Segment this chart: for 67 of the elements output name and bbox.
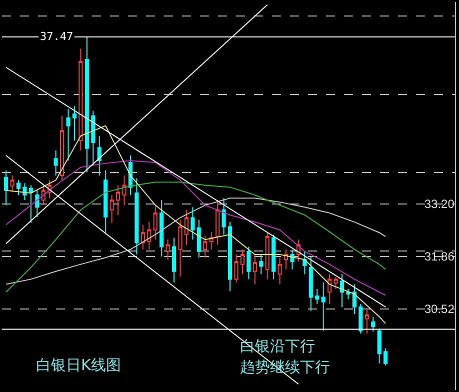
ref-line-label: 37.47 — [40, 30, 74, 43]
candlestick — [60, 115, 64, 181]
candlestick — [16, 180, 21, 196]
candlestick — [228, 222, 232, 292]
candlestick — [178, 219, 182, 277]
candlestick — [41, 184, 46, 206]
candlestick — [284, 248, 288, 270]
annotation: 白银日K线图 — [36, 356, 121, 374]
line-series — [6, 125, 386, 324]
candlestick — [346, 288, 350, 300]
candlestick — [364, 308, 369, 334]
candlestick — [352, 284, 356, 315]
candlestick — [196, 219, 201, 258]
candlestick — [116, 184, 120, 216]
candlestick — [54, 150, 58, 176]
candlestick — [172, 237, 176, 283]
candlestick — [134, 178, 139, 256]
candlestick — [377, 328, 382, 364]
candlestick — [147, 222, 152, 250]
candlestick — [66, 108, 70, 162]
candlestick — [110, 194, 114, 224]
line-series — [6, 182, 386, 293]
candlestick — [278, 257, 282, 285]
line-series — [6, 198, 386, 285]
candlestick — [128, 154, 132, 196]
candlestick — [104, 170, 108, 234]
candlestick — [203, 235, 208, 258]
candlestick — [35, 190, 40, 218]
candlestick — [384, 348, 388, 366]
candlestick — [97, 135, 102, 176]
candlestick — [272, 234, 276, 280]
candlestick — [265, 231, 270, 280]
y-tick-label: 30.52 — [424, 302, 455, 316]
candlestick — [22, 182, 27, 201]
line-series — [6, 160, 386, 296]
candlestick — [340, 274, 344, 308]
candlestick — [308, 256, 313, 312]
candlestick — [240, 248, 244, 275]
candlestick — [321, 282, 326, 332]
candlestick — [334, 276, 338, 290]
candlestick — [122, 174, 126, 206]
candlestick — [234, 254, 238, 283]
y-tick-label: 31.86 — [424, 250, 455, 264]
candlestick — [160, 200, 164, 257]
candlestick — [140, 224, 145, 250]
candlestick — [358, 303, 363, 334]
candlestick — [166, 239, 170, 260]
candlestick — [371, 316, 376, 332]
candlestick — [153, 204, 158, 240]
candlestick — [190, 206, 195, 240]
candlestick — [91, 110, 96, 166]
candlestick — [259, 254, 264, 275]
candlestick — [216, 200, 220, 246]
candlestick — [84, 36, 89, 173]
candlestick — [28, 184, 33, 224]
candlestick — [252, 254, 257, 285]
candlestick — [315, 288, 320, 304]
candlestick — [290, 248, 294, 270]
y-tick-label: 33.20 — [424, 197, 455, 212]
candlestick — [10, 174, 14, 193]
candlestick — [184, 209, 188, 246]
candlestick — [246, 246, 251, 280]
candlestick — [328, 274, 332, 304]
candlestick — [222, 198, 226, 236]
candlestick — [78, 48, 83, 151]
candlestick — [4, 170, 8, 206]
candlestick — [72, 106, 77, 142]
